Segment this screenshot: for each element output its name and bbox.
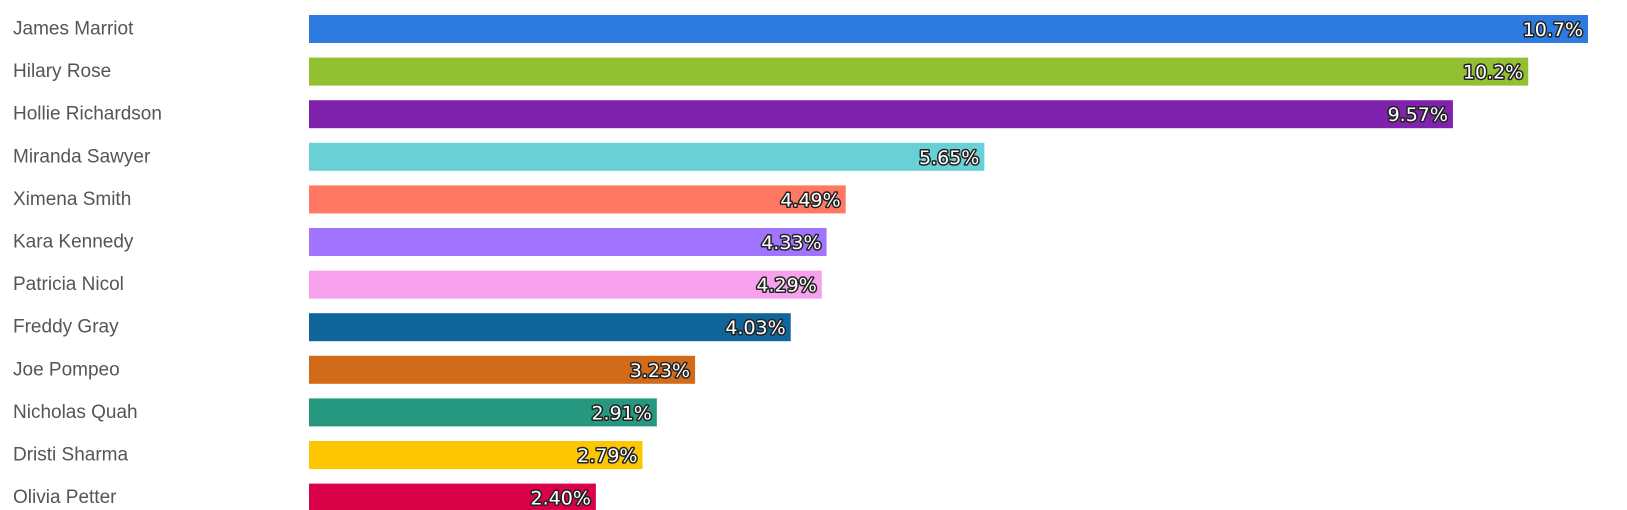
value-label-joe-pompeo: 3.23% [630,360,690,382]
value-label-olivia-petter: 2.40% [531,488,591,510]
bar-dristi-sharma [309,441,643,469]
value-label-patricia-nicol: 4.29% [756,275,816,297]
category-label-joe-pompeo: Joe Pompeo [13,359,120,380]
bar-hollie-richardson [309,100,1453,129]
category-label-dristi-sharma: Dristi Sharma [13,445,129,466]
bar-miranda-sawyer [309,142,985,171]
category-label-hollie-richardson: Hollie Richardson [13,104,162,125]
bar-ximena-smith [309,185,846,214]
category-label-ximena-smith: Ximena Smith [13,189,131,210]
bars [309,15,1588,510]
value-label-freddy-gray: 4.03% [725,317,785,339]
category-label-patricia-nicol: Patricia Nicol [13,274,124,295]
value-label-kara-kennedy: 4.33% [761,232,821,254]
category-labels: James Marriot Hilary Rose Hollie Richardso… [13,19,162,509]
category-label-miranda-sawyer: Miranda Sawyer [13,146,151,167]
category-label-hilary-rose: Hilary Rose [13,61,111,82]
bar-joe-pompeo [309,355,696,384]
category-label-nicholas-quah: Nicholas Quah [13,402,138,423]
bar-nicholas-quah [309,398,657,427]
category-label-kara-kennedy: Kara Kennedy [13,232,134,253]
bar-freddy-gray [309,313,791,342]
value-label-james-marriot: 10.7% [1523,19,1583,41]
bar-james-marriot [309,15,1588,43]
bar-hilary-rose [309,57,1529,86]
value-labels: 10.7%10.2% 9.57% 5.65% 4.49% 4.33% 4.29% 4.03%… [529,18,1584,510]
value-label-dristi-sharma: 2.79% [577,445,637,467]
bar-kara-kennedy [309,228,827,256]
value-label-miranda-sawyer: 5.65% [919,147,979,169]
value-label-nicholas-quah: 2.91% [591,402,651,424]
category-label-olivia-petter: Olivia Petter [13,487,117,508]
bar-patricia-nicol [309,270,822,299]
value-label-hollie-richardson: 9.57% [1388,104,1448,126]
category-label-freddy-gray: Freddy Gray [13,317,119,338]
bar-olivia-petter [309,483,596,510]
category-label-james-marriot: James Marriot [13,19,134,40]
value-label-hilary-rose: 10.2% [1463,62,1523,84]
value-label-ximena-smith: 4.49% [780,189,840,211]
